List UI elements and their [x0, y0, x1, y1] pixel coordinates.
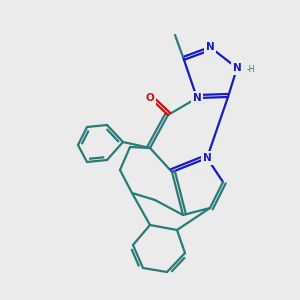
Text: N: N — [202, 153, 211, 163]
Text: N: N — [232, 63, 242, 73]
Text: -H: -H — [247, 64, 256, 74]
Text: O: O — [146, 93, 154, 103]
Text: N: N — [193, 93, 201, 103]
Text: N: N — [206, 42, 214, 52]
